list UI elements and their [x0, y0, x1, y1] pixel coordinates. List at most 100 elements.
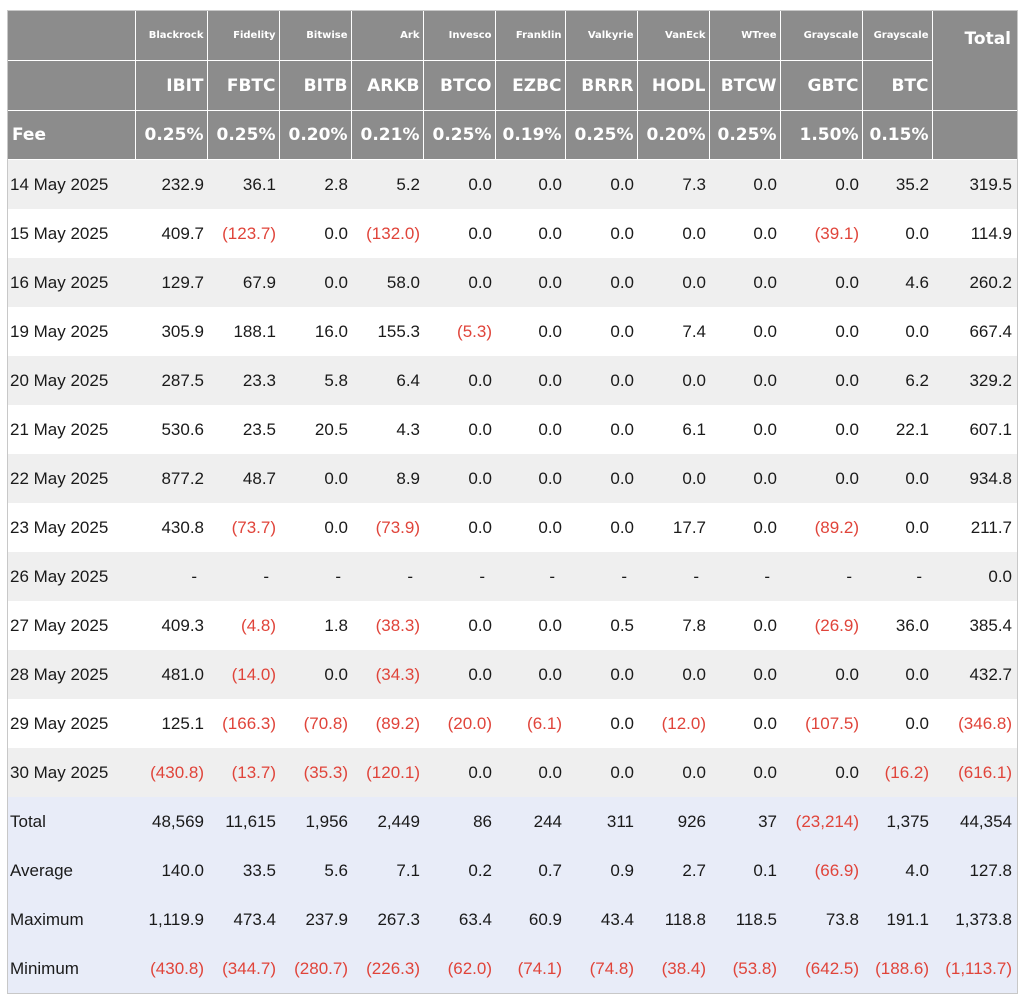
flow-cell: - — [709, 552, 780, 601]
flow-cell: 4.0 — [862, 846, 932, 895]
flow-cell: (74.8) — [565, 944, 637, 993]
row-label: Maximum — [8, 895, 135, 944]
flow-cell: 6.2 — [862, 356, 932, 405]
flow-cell: - — [279, 552, 351, 601]
flow-cell: 11,615 — [207, 797, 279, 846]
flow-cell: 0.0 — [279, 650, 351, 699]
flow-cell: 0.0 — [495, 258, 565, 307]
table-row: 30 May 2025 (430.8) (13.7) (35.3) (120.1) 0.0… — [8, 748, 1017, 797]
flow-cell: 0.1 — [709, 846, 780, 895]
fee-value: 0.25% — [708, 110, 780, 160]
flow-cell: 0.0 — [495, 601, 565, 650]
flow-cell: 118.5 — [709, 895, 780, 944]
fee-value: 0.21% — [350, 110, 423, 160]
flow-cell: 1,119.9 — [135, 895, 207, 944]
flow-cell: 7.4 — [637, 307, 709, 356]
flow-cell: 409.7 — [135, 209, 207, 258]
fee-value: 0.20% — [278, 110, 351, 160]
flow-cell: 58.0 — [351, 258, 423, 307]
row-total-cell: (1,113.7) — [932, 944, 1017, 993]
flow-cell: 0.0 — [565, 748, 637, 797]
flow-cell: 48.7 — [207, 454, 279, 503]
flow-cell: 5.8 — [279, 356, 351, 405]
issuer-header: Franklin — [494, 11, 565, 61]
flow-cell: 0.0 — [709, 258, 780, 307]
flow-cell: 0.0 — [565, 307, 637, 356]
flow-cell: 0.0 — [423, 209, 495, 258]
row-label: 27 May 2025 — [8, 601, 135, 650]
fee-value: 0.25% — [422, 110, 495, 160]
flow-cell: 0.0 — [709, 159, 780, 209]
flow-cell: 0.0 — [565, 159, 637, 209]
issuer-header: Blackrock — [134, 11, 207, 61]
table-row: 28 May 2025 481.0 (14.0) 0.0 (34.3) 0.0 0.0 0.0… — [8, 650, 1017, 699]
issuer-header: Fidelity — [206, 11, 279, 61]
row-label: 22 May 2025 — [8, 454, 135, 503]
row-label: 21 May 2025 — [8, 405, 135, 454]
table-row: 15 May 2025 409.7 (123.7) 0.0 (132.0) 0.0 0.0 0… — [8, 209, 1017, 258]
flow-cell: 1.8 — [279, 601, 351, 650]
flow-cell: (53.8) — [709, 944, 780, 993]
flow-cell: (280.7) — [279, 944, 351, 993]
row-label: 14 May 2025 — [8, 159, 135, 209]
flow-cell: 267.3 — [351, 895, 423, 944]
ticker-header: BITB — [278, 60, 351, 111]
flow-cell: (430.8) — [135, 748, 207, 797]
flow-cell: 0.0 — [709, 601, 780, 650]
table-row: 27 May 2025 409.3 (4.8) 1.8 (38.3) 0.0 0.0 0.5 7… — [8, 601, 1017, 650]
flow-cell: 5.6 — [279, 846, 351, 895]
flow-cell: 1,375 — [862, 797, 932, 846]
flow-cell: 0.0 — [565, 356, 637, 405]
flow-cell: 0.0 — [423, 503, 495, 552]
flow-cell: 20.5 — [279, 405, 351, 454]
flow-cell: 0.0 — [780, 159, 862, 209]
flow-cell: 129.7 — [135, 258, 207, 307]
flow-cell: 287.5 — [135, 356, 207, 405]
flow-cell: 0.0 — [709, 307, 780, 356]
flow-cell: - — [565, 552, 637, 601]
flow-cell: 0.0 — [637, 650, 709, 699]
flow-cell: 0.0 — [279, 209, 351, 258]
row-total-cell: 127.8 — [932, 846, 1017, 895]
flow-cell: 67.9 — [207, 258, 279, 307]
flow-cell: 73.8 — [780, 895, 862, 944]
ticker-header: BTC — [861, 60, 932, 111]
flow-cell: 0.0 — [495, 748, 565, 797]
flow-cell: 0.0 — [495, 307, 565, 356]
flow-cell: 0.0 — [423, 748, 495, 797]
flow-cell: 0.0 — [495, 503, 565, 552]
flow-cell: (26.9) — [780, 601, 862, 650]
row-total-cell: 211.7 — [932, 503, 1017, 552]
corner-cell — [8, 11, 135, 61]
row-total-cell: (346.8) — [932, 699, 1017, 748]
summary-row: Maximum 1,119.9 473.4 237.9 267.3 63.4 60.9 43.… — [8, 895, 1017, 944]
fee-value: 0.25% — [134, 110, 207, 160]
flow-cell: 0.0 — [565, 650, 637, 699]
table-row: 23 May 2025 430.8 (73.7) 0.0 (73.9) 0.0 0.0 0.0… — [8, 503, 1017, 552]
issuer-header-row: Blackrock Fidelity Bitwise Ark Invesco F… — [8, 11, 1017, 111]
etf-flows-table-container: Blackrock Fidelity Bitwise Ark Invesco F… — [7, 10, 1018, 994]
row-total-cell: 260.2 — [932, 258, 1017, 307]
flow-cell: (66.9) — [780, 846, 862, 895]
row-label: 26 May 2025 — [8, 552, 135, 601]
flow-cell: 188.1 — [207, 307, 279, 356]
flow-cell: 2.7 — [637, 846, 709, 895]
issuer-header: Invesco — [422, 11, 495, 61]
ticker-header: BTCO — [422, 60, 495, 111]
flow-cell: 0.0 — [862, 650, 932, 699]
flow-cell: 0.0 — [495, 209, 565, 258]
ticker-header: GBTC — [779, 60, 862, 111]
flow-cell: 0.0 — [565, 699, 637, 748]
ticker-header: IBIT — [134, 60, 207, 111]
flow-cell: 86 — [423, 797, 495, 846]
total-column-header: Total — [931, 11, 1017, 111]
fee-value: 0.25% — [206, 110, 279, 160]
table-row: 26 May 2025- - - - - - - - - - -0.0 — [8, 552, 1017, 601]
row-label: 20 May 2025 — [8, 356, 135, 405]
flow-cell: 0.0 — [637, 748, 709, 797]
flow-cell: 0.0 — [565, 209, 637, 258]
flow-cell: 0.0 — [709, 454, 780, 503]
flow-cell: 311 — [565, 797, 637, 846]
flow-cell: 232.9 — [135, 159, 207, 209]
fee-value: 0.15% — [861, 110, 932, 160]
